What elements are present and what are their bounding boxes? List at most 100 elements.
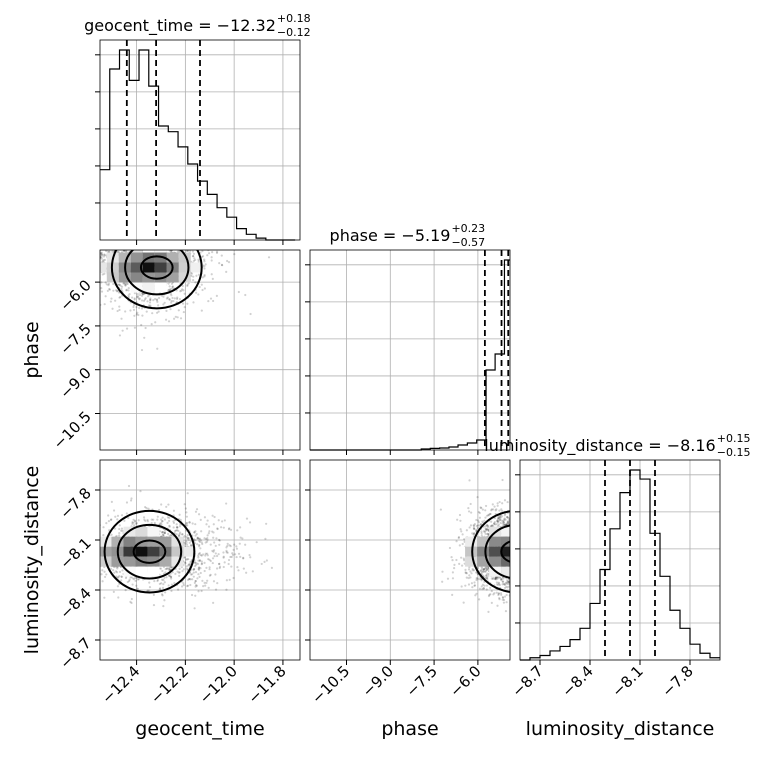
scatter-point [144, 326, 147, 330]
scatter-point [473, 532, 476, 535]
scatter-point [237, 569, 240, 572]
scatter-point [482, 570, 485, 573]
scatter-point [130, 597, 133, 601]
scatter-point [211, 277, 214, 280]
scatter-point [465, 576, 468, 579]
scatter-point [220, 254, 223, 257]
scatter-point [499, 521, 502, 525]
scatter-point [450, 556, 453, 559]
scatter-point [180, 585, 184, 588]
scatter-point [100, 287, 103, 290]
scatter-point [105, 283, 108, 286]
scatter-point [116, 309, 119, 313]
scatter-point [112, 289, 115, 292]
scatter-point [477, 519, 480, 522]
x-tick-label: −12.2 [147, 662, 192, 707]
scatter-point [499, 514, 502, 517]
scatter-point [218, 543, 221, 546]
scatter-point [199, 571, 202, 575]
scatter-point [176, 529, 179, 532]
scatter-point [186, 492, 189, 495]
scatter-point [102, 534, 105, 537]
scatter-point [478, 598, 481, 601]
scatter-point [505, 515, 509, 519]
scatter-point [508, 581, 510, 584]
scatter-point [181, 533, 184, 536]
scatter-point [137, 519, 140, 522]
scatter-point [133, 314, 136, 317]
scatter-point [167, 532, 170, 536]
scatter-point [100, 290, 104, 293]
density-cell [171, 556, 184, 567]
scatter-point [486, 576, 489, 580]
scatter-point [475, 578, 478, 582]
scatter-point [168, 298, 171, 301]
scatter-point [508, 582, 510, 585]
scatter-point [213, 554, 216, 558]
scatter-point [506, 516, 509, 519]
scatter-point [213, 541, 216, 544]
scatter-point [482, 530, 486, 533]
scatter-point [206, 254, 209, 257]
scatter-point [174, 315, 177, 318]
density-cell [465, 536, 478, 547]
scatter-point [184, 507, 187, 510]
scatter-point [118, 527, 121, 531]
scatter-point [217, 553, 220, 556]
scatter-point [162, 583, 165, 586]
scatter-point [165, 297, 169, 300]
scatter-point [97, 537, 99, 539]
scatter-point [225, 270, 228, 273]
scatter-point [156, 518, 159, 521]
scatter-point [498, 518, 502, 522]
scatter-point [102, 258, 105, 262]
y-tick-label: −7.5 [56, 320, 94, 358]
scatter-point [98, 529, 100, 531]
scatter-point [96, 275, 98, 277]
scatter-point [166, 521, 169, 524]
scatter-point [167, 289, 170, 292]
scatter-point [130, 497, 133, 500]
scatter-point [226, 544, 229, 548]
scatter-point [498, 518, 502, 521]
title-sup: +0.23 [451, 222, 485, 235]
scatter-point [195, 563, 198, 566]
scatter-point [103, 575, 107, 579]
scatter-point [115, 289, 118, 292]
density-cell [453, 546, 466, 557]
scatter-point [101, 273, 104, 276]
scatter-point [203, 274, 206, 277]
scatter-point [478, 578, 481, 581]
scatter-point [201, 255, 205, 258]
scatter-point [120, 575, 123, 578]
scatter-point [116, 585, 120, 588]
scatter-point [221, 264, 224, 267]
scatter-point [482, 587, 485, 590]
scatter-point [487, 513, 490, 516]
scatter-point [457, 535, 461, 539]
scatter-point [193, 531, 196, 534]
scatter-point [190, 559, 193, 562]
scatter-point [489, 524, 493, 528]
scatter-point [198, 575, 201, 578]
title-luminosity_distance: luminosity_distance = −8.16 +0.15−0.15 [484, 432, 750, 459]
scatter-point [209, 543, 212, 546]
scatter-point [71, 572, 73, 574]
scatter-point [502, 598, 506, 602]
scatter-point [487, 514, 490, 517]
scatter-point [479, 523, 483, 526]
scatter-point [124, 589, 127, 592]
scatter-point [147, 507, 150, 510]
scatter-point [494, 576, 497, 579]
scatter-point [503, 595, 507, 598]
density-cell [159, 556, 172, 567]
scatter-point [124, 283, 127, 287]
scatter-point [155, 311, 159, 314]
scatter-point [232, 548, 235, 551]
scatter-point [485, 524, 489, 527]
scatter-point [198, 552, 201, 555]
scatter-point [192, 568, 195, 572]
scatter-point [498, 576, 502, 579]
scatter-point [502, 521, 505, 524]
scatter-point [171, 571, 174, 574]
